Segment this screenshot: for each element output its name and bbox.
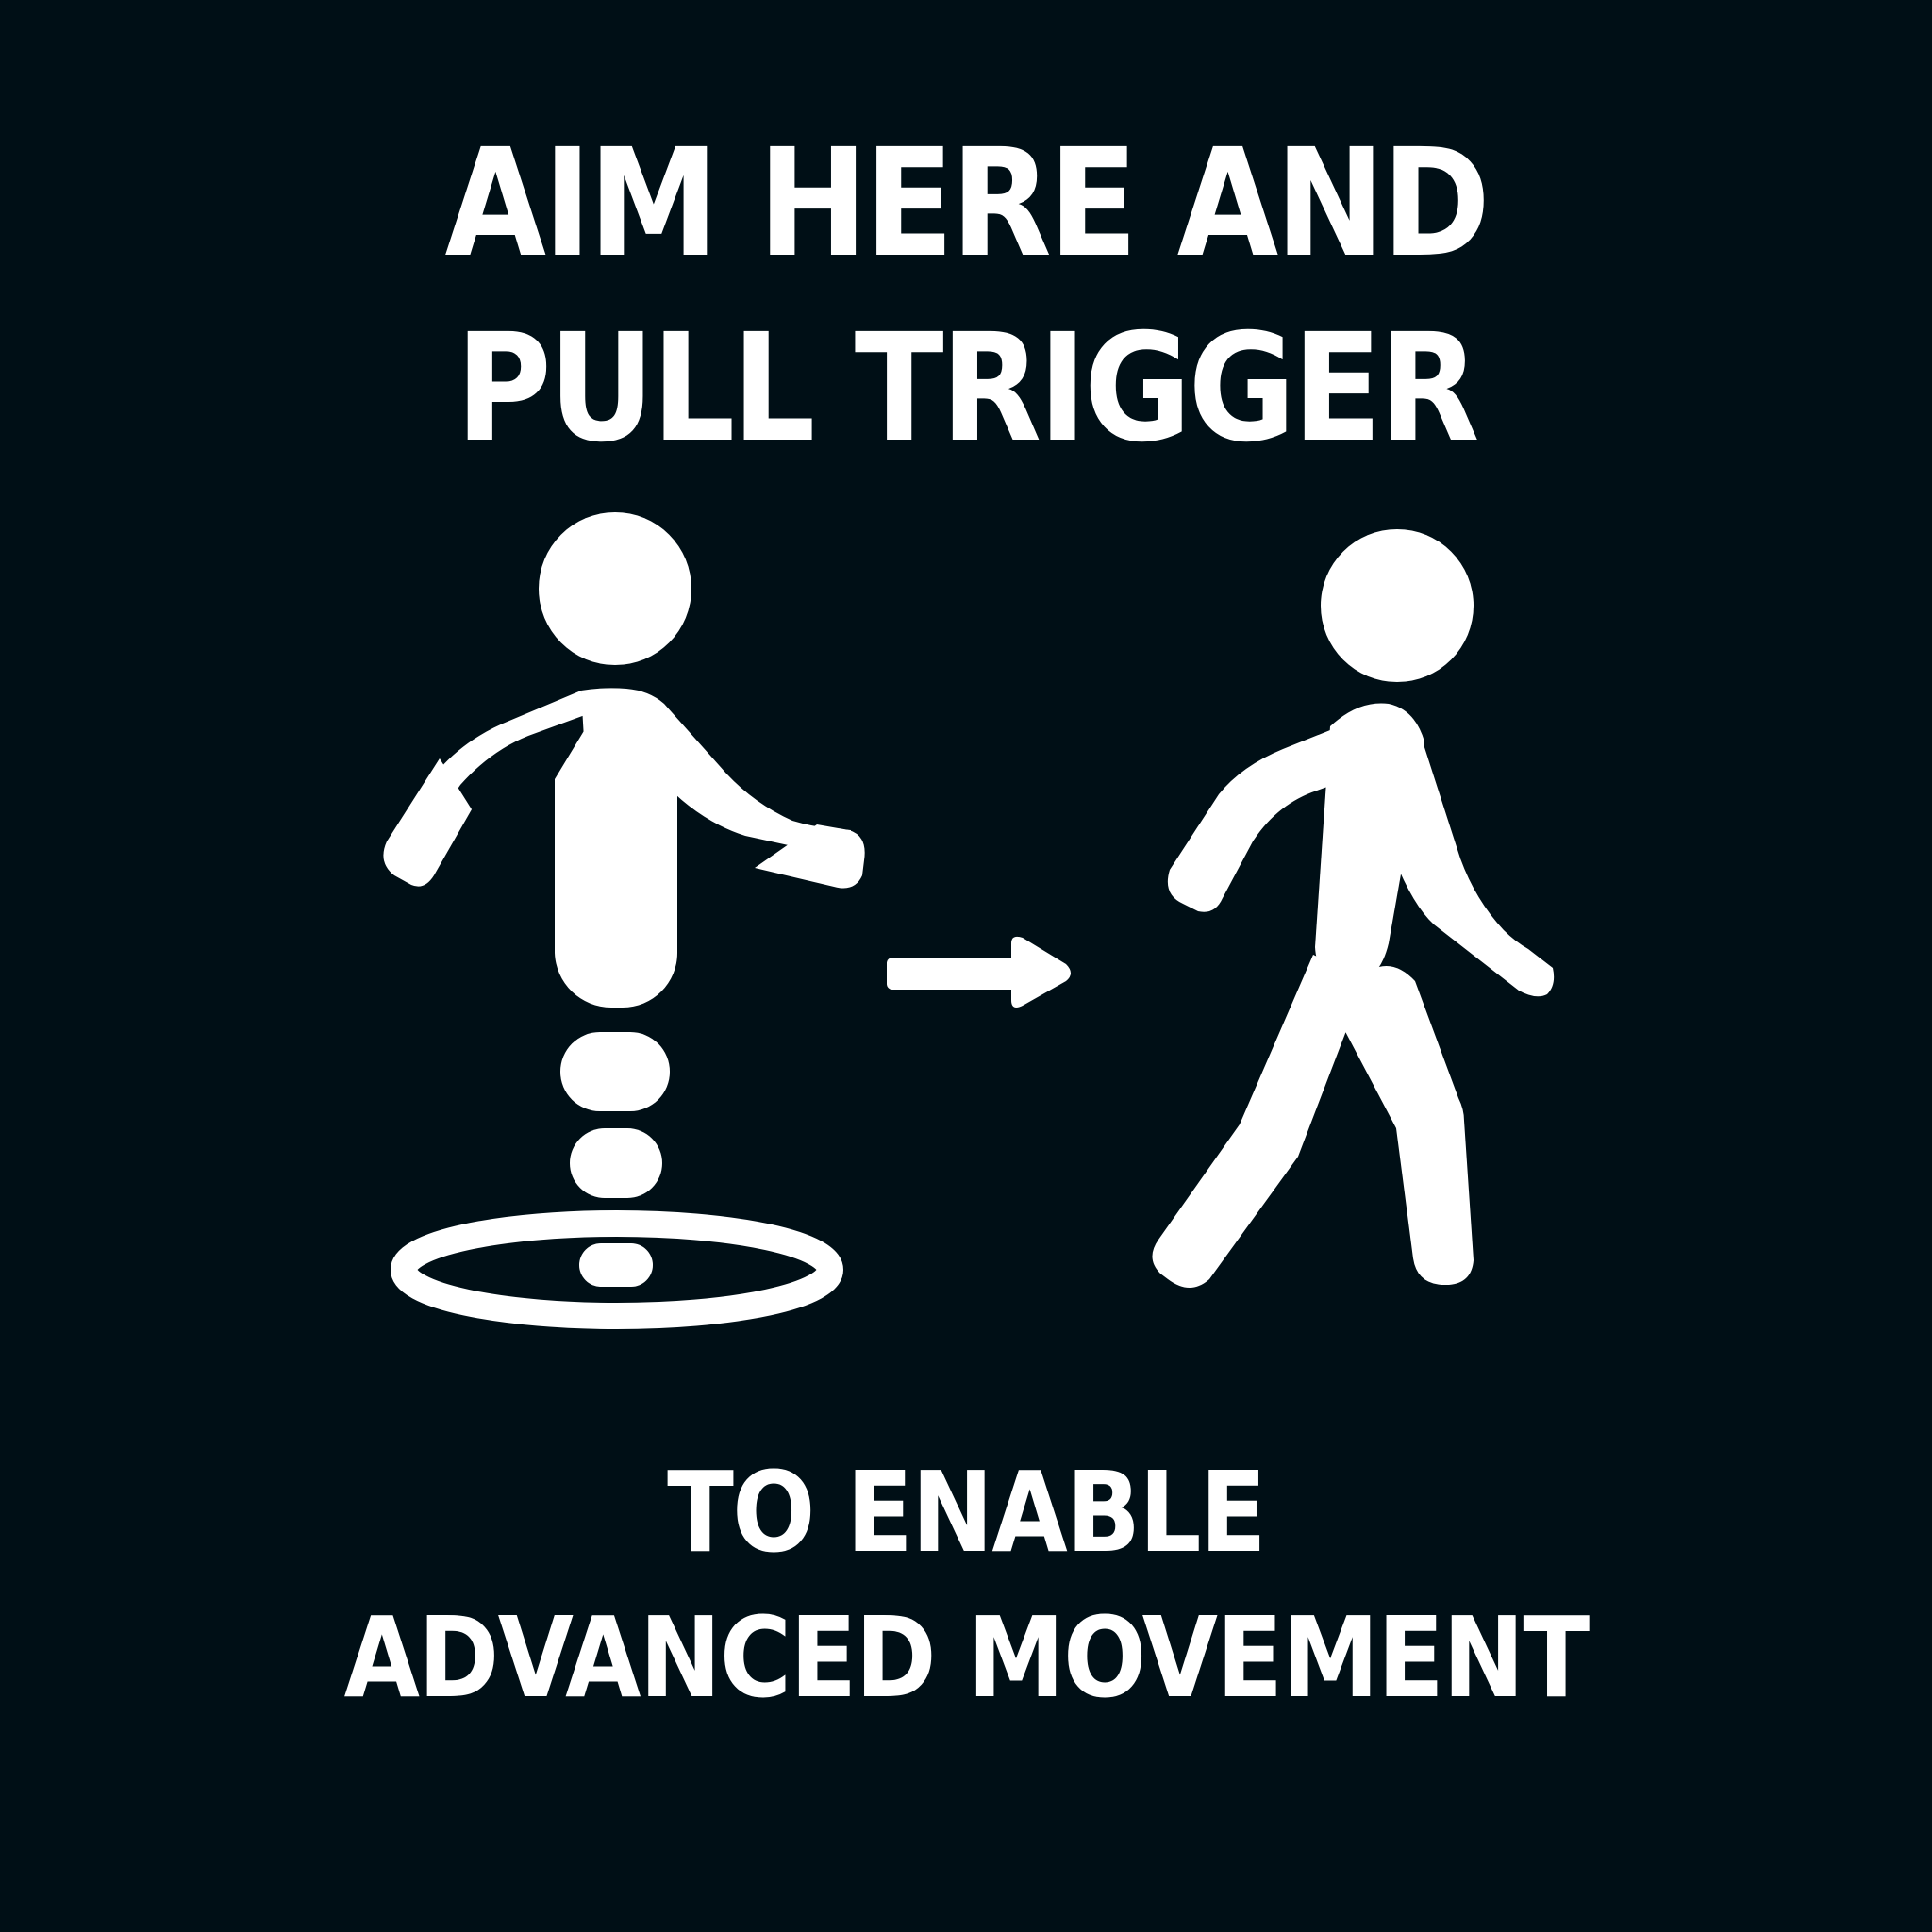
instruction-line-2: PULL TRIGGER — [455, 302, 1480, 475]
result-heading: TO ENABLE ADVANCED MOVEMENT — [116, 1440, 1816, 1730]
instruction-line-1: AIM HERE AND — [444, 117, 1491, 291]
teleport-person-icon — [383, 512, 865, 1287]
arrow-right-icon — [887, 936, 1071, 1008]
instruction-heading: AIM HERE AND PULL TRIGGER — [116, 111, 1816, 481]
walking-person-icon — [1152, 529, 1555, 1288]
result-line-2: ADVANCED MOVEMENT — [343, 1592, 1591, 1723]
target-ring-icon — [391, 1210, 843, 1329]
result-line-1: TO ENABLE — [667, 1447, 1267, 1577]
